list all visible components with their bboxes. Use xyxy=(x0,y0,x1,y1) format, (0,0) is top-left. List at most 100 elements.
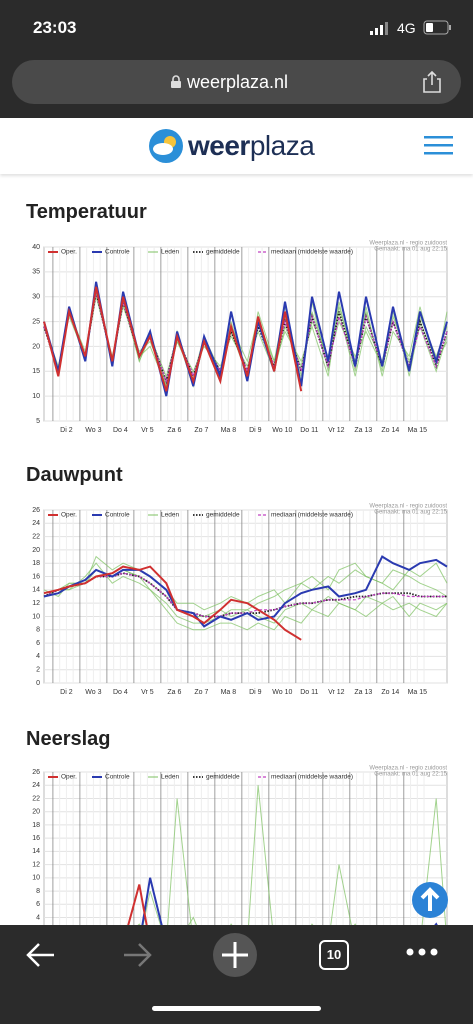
lock-icon xyxy=(171,75,181,88)
y-tick-label: 10 xyxy=(32,393,40,400)
signal xyxy=(370,22,388,35)
x-tick-label: Di 2 xyxy=(60,689,73,696)
browser-top: 23:03 4G weerplaza.nl xyxy=(0,0,473,118)
y-tick-label: 18 xyxy=(32,560,40,567)
x-tick-label: Do 11 xyxy=(300,689,318,696)
legend-label: Leden xyxy=(161,512,179,519)
y-tick-label: 16 xyxy=(32,573,40,580)
series-line xyxy=(43,281,448,397)
x-tick-label: Ma 15 xyxy=(408,689,428,696)
y-tick-label: 14 xyxy=(32,848,40,855)
x-tick-label: Wo 10 xyxy=(272,427,292,434)
logo-bold: weer xyxy=(188,130,250,161)
y-tick-label: 24 xyxy=(32,520,40,527)
y-tick-label: 18 xyxy=(32,822,40,829)
legend-label: mediaan (middelste waarde) xyxy=(271,774,353,781)
address-bar[interactable]: weerplaza.nl xyxy=(12,60,461,104)
legend-label: mediaan (middelste waarde) xyxy=(271,512,353,519)
legend-label: Oper. xyxy=(61,774,77,781)
y-tick-label: 20 xyxy=(32,343,40,350)
y-tick-label: 6 xyxy=(36,901,40,908)
x-tick-label: Vr 12 xyxy=(328,689,345,696)
y-tick-label: 25 xyxy=(32,318,40,325)
y-tick-label: 6 xyxy=(36,640,40,647)
x-tick-label: Ma 8 xyxy=(221,689,237,696)
y-tick-label: 35 xyxy=(32,269,40,276)
back-button[interactable] xyxy=(24,940,58,970)
logo[interactable]: weerplaza xyxy=(188,130,315,162)
chart-created: Gemaakt: ma 01 aug 22:15 xyxy=(374,772,447,778)
x-tick-label: Di 2 xyxy=(60,427,73,434)
x-tick-label: Za 13 xyxy=(354,689,372,696)
legend-label: Leden xyxy=(161,774,179,781)
legend-label: Controle xyxy=(105,774,130,781)
y-tick-label: 22 xyxy=(32,795,40,802)
series-line xyxy=(43,565,302,641)
x-tick-label: Za 13 xyxy=(354,427,372,434)
x-tick-label: Ma 15 xyxy=(408,427,428,434)
share-icon[interactable] xyxy=(422,70,442,94)
x-tick-label: Di 9 xyxy=(249,689,262,696)
plot-area xyxy=(43,509,448,684)
y-tick-label: 10 xyxy=(32,613,40,620)
x-tick-label: Wo 3 xyxy=(85,689,101,696)
network: 4G xyxy=(397,20,416,36)
plot-area xyxy=(43,771,448,945)
legend-label: mediaan (middelste waarde) xyxy=(271,249,353,256)
tabs-button[interactable]: 10 xyxy=(319,940,349,970)
y-tick-label: 40 xyxy=(32,244,40,251)
chart-created: Gemaakt: ma 01 aug 22:15 xyxy=(374,247,447,253)
y-tick-label: 14 xyxy=(32,587,40,594)
x-tick-label: Zo 7 xyxy=(194,427,208,434)
legend-label: Leden xyxy=(161,249,179,256)
url: weerplaza.nl xyxy=(187,72,289,92)
scroll-top-button[interactable] xyxy=(411,881,449,919)
y-tick-label: 22 xyxy=(32,533,40,540)
y-tick-label: 0 xyxy=(36,680,40,687)
clock: 23:03 xyxy=(33,18,77,37)
legend-label: gemiddelde xyxy=(206,249,240,256)
y-tick-label: 10 xyxy=(32,875,40,882)
x-tick-label: Vr 5 xyxy=(141,689,154,696)
more-button[interactable] xyxy=(405,947,441,957)
y-tick-label: 26 xyxy=(32,507,40,514)
x-tick-label: Zo 14 xyxy=(381,689,399,696)
menu-icon[interactable] xyxy=(424,134,454,158)
x-tick-label: Vr 12 xyxy=(328,427,345,434)
chart-source: Weerplaza.nl - regio zuidoost xyxy=(369,241,447,247)
legend-label: Oper. xyxy=(61,249,77,256)
y-tick-label: 4 xyxy=(36,914,40,921)
x-tick-label: Di 9 xyxy=(249,427,262,434)
section-title: Neerslag xyxy=(26,728,111,750)
legend-label: Controle xyxy=(105,249,130,256)
x-tick-label: Za 6 xyxy=(167,689,181,696)
x-tick-label: Do 4 xyxy=(113,689,128,696)
x-tick-label: Ma 8 xyxy=(221,427,237,434)
home-indicator xyxy=(152,1006,321,1011)
new-tab-button[interactable] xyxy=(212,932,258,978)
legend-label: Controle xyxy=(105,512,130,519)
site-header: weerplaza xyxy=(0,118,473,174)
chart-source: Weerplaza.nl - regio zuidoost xyxy=(369,504,447,510)
y-tick-label: 30 xyxy=(32,294,40,301)
logo-icon xyxy=(149,129,183,163)
x-tick-label: Do 4 xyxy=(113,427,128,434)
x-tick-label: Wo 10 xyxy=(272,689,292,696)
section-title: Dauwpunt xyxy=(26,464,123,486)
y-tick-label: 26 xyxy=(32,769,40,776)
y-tick-label: 16 xyxy=(32,835,40,842)
x-tick-label: Zo 7 xyxy=(194,689,208,696)
y-tick-label: 15 xyxy=(32,368,40,375)
plot-area xyxy=(43,246,448,422)
y-tick-label: 4 xyxy=(36,653,40,660)
legend-label: gemiddelde xyxy=(206,512,240,519)
y-tick-label: 5 xyxy=(36,418,40,425)
y-tick-label: 8 xyxy=(36,627,40,634)
forward-button[interactable] xyxy=(120,940,154,970)
y-tick-label: 12 xyxy=(32,600,40,607)
y-tick-label: 24 xyxy=(32,782,40,789)
x-tick-label: Zo 14 xyxy=(381,427,399,434)
browser-bottom: 10 xyxy=(0,925,473,1024)
